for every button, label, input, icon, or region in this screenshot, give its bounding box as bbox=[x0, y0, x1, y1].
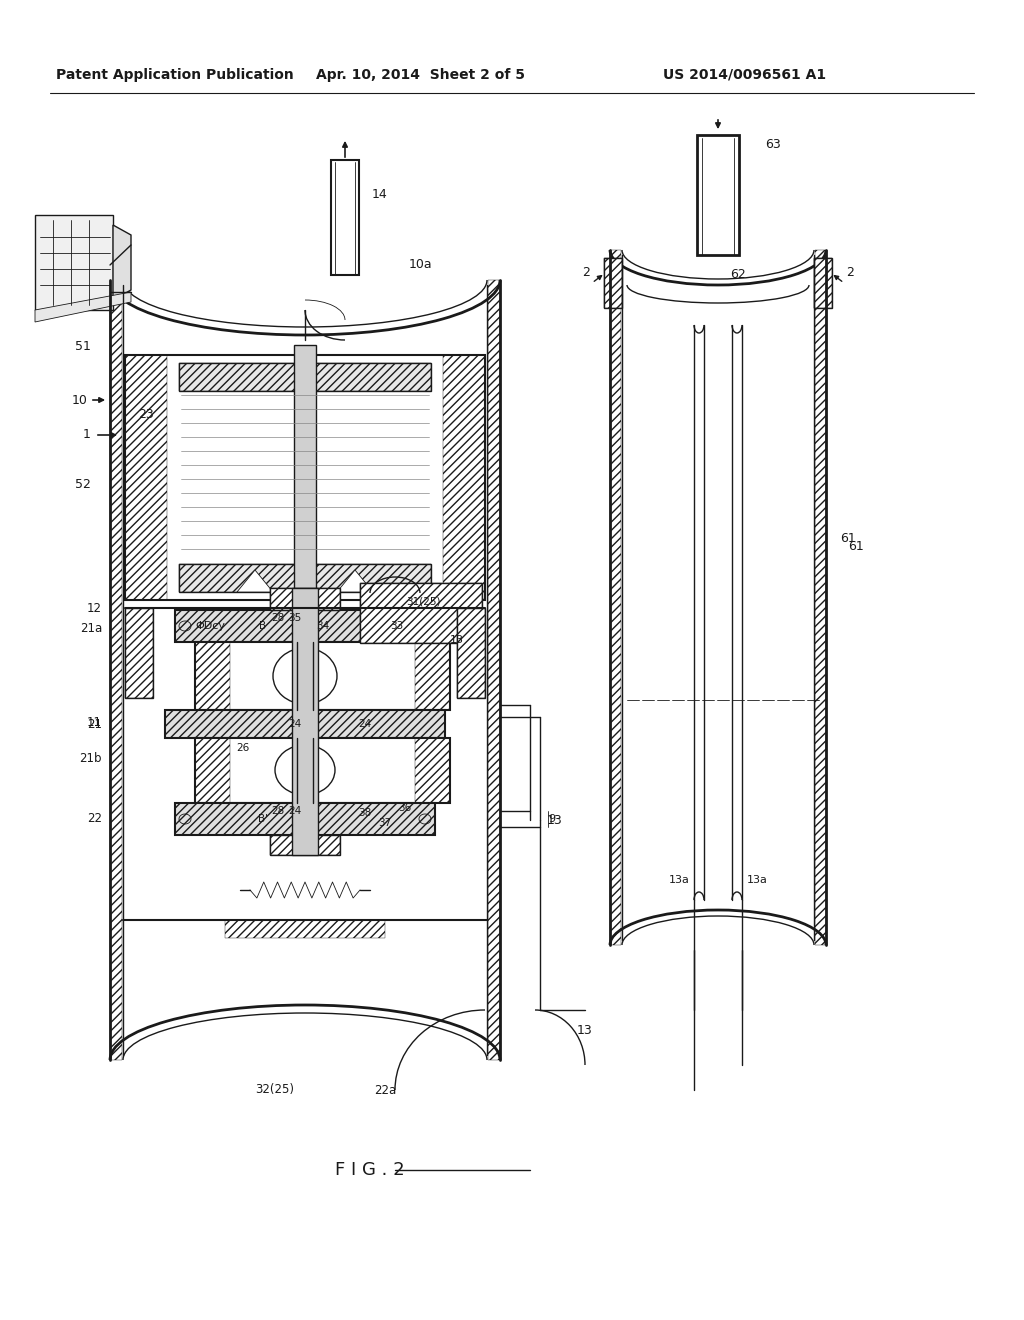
Bar bbox=[443, 355, 485, 601]
Bar bbox=[488, 280, 500, 1060]
Text: 34: 34 bbox=[316, 620, 330, 631]
Text: 24: 24 bbox=[358, 719, 372, 729]
Text: 61: 61 bbox=[840, 532, 856, 544]
Text: 13: 13 bbox=[578, 1023, 593, 1036]
Bar bbox=[35, 215, 113, 310]
Text: 23: 23 bbox=[138, 408, 154, 421]
Text: 28: 28 bbox=[271, 807, 285, 816]
Text: 21: 21 bbox=[87, 718, 102, 730]
Text: 22: 22 bbox=[87, 813, 102, 825]
Text: 51: 51 bbox=[75, 341, 91, 354]
Polygon shape bbox=[337, 570, 373, 591]
Text: 61: 61 bbox=[848, 540, 864, 553]
Bar bbox=[195, 642, 230, 710]
Text: 32(25): 32(25) bbox=[256, 1084, 295, 1097]
Bar bbox=[179, 363, 431, 391]
Bar bbox=[610, 249, 621, 945]
Bar bbox=[175, 610, 435, 642]
Bar bbox=[175, 803, 435, 836]
Bar bbox=[195, 642, 450, 710]
Text: 11: 11 bbox=[87, 717, 102, 730]
Text: 22a: 22a bbox=[374, 1084, 396, 1097]
Bar bbox=[165, 710, 445, 738]
Bar bbox=[195, 738, 450, 803]
Text: 14: 14 bbox=[372, 189, 388, 202]
Bar bbox=[604, 257, 622, 308]
Text: 33: 33 bbox=[390, 620, 403, 631]
Bar bbox=[457, 609, 485, 698]
Text: 9: 9 bbox=[549, 814, 556, 824]
Bar bbox=[179, 564, 431, 591]
Bar bbox=[165, 710, 445, 738]
Bar bbox=[175, 610, 435, 642]
Bar bbox=[815, 249, 826, 945]
Text: Patent Application Publication: Patent Application Publication bbox=[56, 69, 294, 82]
Bar bbox=[415, 738, 450, 803]
Bar bbox=[270, 587, 340, 610]
Text: 24: 24 bbox=[289, 807, 302, 816]
Bar bbox=[225, 920, 385, 939]
Text: 12: 12 bbox=[87, 602, 102, 615]
Bar bbox=[125, 355, 167, 601]
Bar bbox=[125, 609, 153, 698]
Bar bbox=[179, 564, 431, 591]
Text: 37: 37 bbox=[379, 818, 391, 828]
Bar bbox=[125, 355, 485, 601]
Text: 13a: 13a bbox=[669, 875, 689, 884]
Bar bbox=[125, 609, 153, 698]
Bar bbox=[457, 609, 485, 698]
Text: 2: 2 bbox=[582, 267, 590, 280]
Text: 35: 35 bbox=[289, 612, 302, 623]
Bar bbox=[179, 363, 431, 391]
Text: 2: 2 bbox=[846, 267, 854, 280]
Bar bbox=[175, 803, 435, 836]
Bar bbox=[270, 836, 340, 855]
Text: 13a: 13a bbox=[746, 875, 767, 884]
Text: B: B bbox=[259, 620, 266, 631]
Bar bbox=[292, 587, 318, 855]
Bar bbox=[270, 836, 340, 855]
Polygon shape bbox=[237, 570, 273, 591]
Bar bbox=[814, 257, 831, 308]
Text: 13: 13 bbox=[547, 813, 563, 826]
Text: 62: 62 bbox=[730, 268, 745, 281]
Text: US 2014/0096561 A1: US 2014/0096561 A1 bbox=[664, 69, 826, 82]
Bar bbox=[604, 257, 622, 308]
Text: 28: 28 bbox=[271, 612, 285, 623]
Text: 38: 38 bbox=[358, 808, 372, 818]
Text: 24: 24 bbox=[289, 719, 302, 729]
Text: 63: 63 bbox=[765, 139, 781, 152]
Bar bbox=[415, 642, 450, 710]
Bar bbox=[360, 583, 482, 643]
Bar bbox=[360, 583, 482, 643]
Text: 10: 10 bbox=[72, 393, 88, 407]
Bar bbox=[110, 280, 122, 1060]
Text: 10a: 10a bbox=[409, 259, 432, 272]
Text: 13: 13 bbox=[450, 635, 464, 645]
Bar bbox=[697, 135, 739, 255]
Text: F I G . 2: F I G . 2 bbox=[335, 1162, 404, 1179]
Bar bbox=[814, 257, 831, 308]
Text: ΦDcy: ΦDcy bbox=[195, 620, 225, 631]
Text: B': B' bbox=[258, 814, 268, 824]
Text: 31(25): 31(25) bbox=[406, 597, 440, 607]
Text: 1: 1 bbox=[83, 429, 91, 441]
Bar bbox=[270, 587, 340, 610]
Text: 36: 36 bbox=[398, 803, 412, 813]
Text: 26: 26 bbox=[237, 743, 250, 752]
Text: 21b: 21b bbox=[80, 751, 102, 764]
Text: 52: 52 bbox=[75, 479, 91, 491]
Text: Apr. 10, 2014  Sheet 2 of 5: Apr. 10, 2014 Sheet 2 of 5 bbox=[315, 69, 524, 82]
Bar bbox=[331, 160, 359, 275]
Bar bbox=[294, 345, 316, 610]
Polygon shape bbox=[35, 292, 131, 322]
Polygon shape bbox=[113, 224, 131, 300]
Text: 21a: 21a bbox=[80, 622, 102, 635]
Bar bbox=[195, 738, 230, 803]
